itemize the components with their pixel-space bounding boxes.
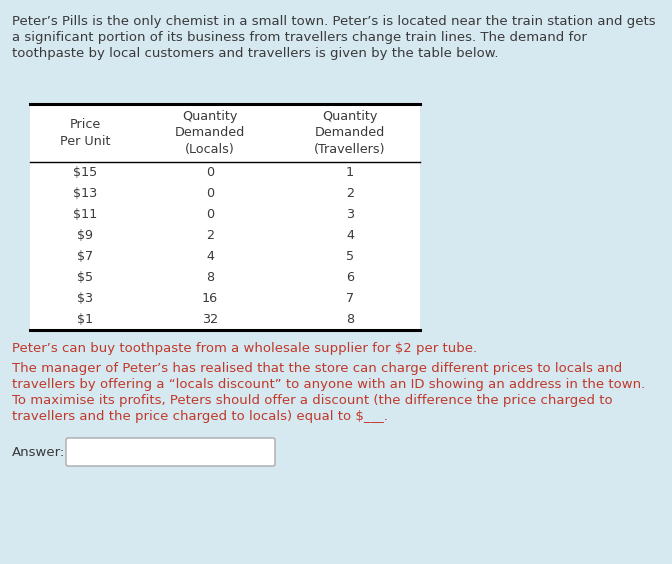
- Text: a significant portion of its business from travellers change train lines. The de: a significant portion of its business fr…: [12, 31, 587, 44]
- Text: 5: 5: [346, 250, 354, 263]
- Text: $5: $5: [77, 271, 93, 284]
- Text: Peter’s can buy toothpaste from a wholesale supplier for $2 per tube.: Peter’s can buy toothpaste from a wholes…: [12, 342, 477, 355]
- Text: $15: $15: [73, 166, 97, 179]
- Text: $13: $13: [73, 187, 97, 200]
- Text: 32: 32: [202, 313, 218, 326]
- Text: 0: 0: [206, 187, 214, 200]
- Text: Peter’s Pills is the only chemist in a small town. Peter’s is located near the t: Peter’s Pills is the only chemist in a s…: [12, 15, 656, 28]
- Text: 7: 7: [346, 292, 354, 305]
- Text: $9: $9: [77, 229, 93, 242]
- Text: 8: 8: [346, 313, 354, 326]
- Text: $3: $3: [77, 292, 93, 305]
- Text: 2: 2: [206, 229, 214, 242]
- Text: 16: 16: [202, 292, 218, 305]
- Text: The manager of Peter’s has realised that the store can charge different prices t: The manager of Peter’s has realised that…: [12, 362, 622, 375]
- Text: Price
Per Unit: Price Per Unit: [60, 118, 110, 148]
- Text: $7: $7: [77, 250, 93, 263]
- Text: 1: 1: [346, 166, 354, 179]
- Text: travellers and the price charged to locals) equal to $___.: travellers and the price charged to loca…: [12, 410, 388, 423]
- Text: To maximise its profits, Peters should offer a discount (the difference the pric: To maximise its profits, Peters should o…: [12, 394, 613, 407]
- Text: 0: 0: [206, 208, 214, 221]
- Text: Quantity
Demanded
(Locals): Quantity Demanded (Locals): [175, 110, 245, 156]
- Text: 8: 8: [206, 271, 214, 284]
- Bar: [30, 104, 420, 330]
- Text: 6: 6: [346, 271, 354, 284]
- Text: 0: 0: [206, 166, 214, 179]
- Text: travellers by offering a “locals discount” to anyone with an ID showing an addre: travellers by offering a “locals discoun…: [12, 378, 645, 391]
- Text: toothpaste by local customers and travellers is given by the table below.: toothpaste by local customers and travel…: [12, 47, 499, 60]
- Text: Quantity
Demanded
(Travellers): Quantity Demanded (Travellers): [314, 110, 386, 156]
- Text: 2: 2: [346, 187, 354, 200]
- Text: 4: 4: [206, 250, 214, 263]
- Text: 4: 4: [346, 229, 354, 242]
- Text: $11: $11: [73, 208, 97, 221]
- FancyBboxPatch shape: [66, 438, 275, 466]
- Text: 3: 3: [346, 208, 354, 221]
- Text: $1: $1: [77, 313, 93, 326]
- Text: Answer:: Answer:: [12, 446, 65, 459]
